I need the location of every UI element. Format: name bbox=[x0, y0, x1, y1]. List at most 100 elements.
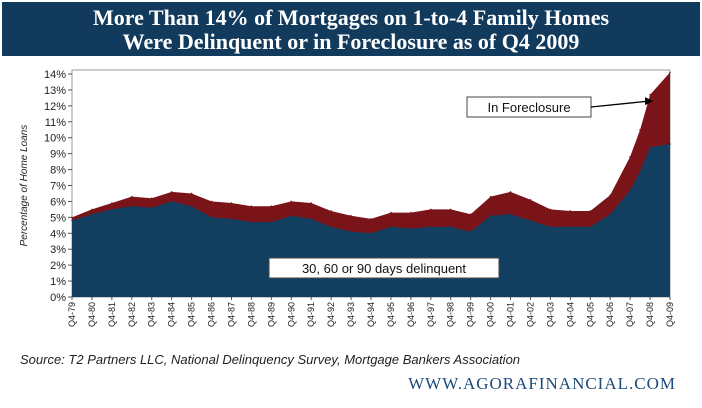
x-tick-label: Q4-94 bbox=[366, 302, 376, 327]
foreclosure-point bbox=[629, 156, 631, 158]
foreclosure-point bbox=[170, 191, 173, 193]
y-tick-label: 12% bbox=[44, 101, 66, 113]
x-tick-label: Q4-84 bbox=[167, 302, 177, 327]
x-tick-label: Q4-96 bbox=[406, 302, 416, 327]
delinquent-point bbox=[330, 226, 332, 228]
y-tick-label: 8% bbox=[50, 165, 66, 177]
x-tick-label: Q4-97 bbox=[426, 302, 436, 327]
x-tick-label: Q4-99 bbox=[466, 302, 476, 327]
y-tick-label: 1% bbox=[50, 276, 66, 288]
delinquent-point bbox=[569, 226, 572, 228]
foreclosure-point bbox=[270, 205, 273, 208]
x-tick-label: Q4-79 bbox=[67, 302, 77, 327]
foreclosure-point bbox=[290, 200, 293, 203]
delinquent-point bbox=[370, 232, 372, 235]
foreclosure-point bbox=[131, 195, 133, 198]
foreclosure-point bbox=[569, 210, 572, 212]
delinquent-point bbox=[549, 226, 552, 228]
foreclosure-point bbox=[111, 202, 113, 204]
x-tick-label: Q4-82 bbox=[127, 302, 137, 327]
x-tick-label: Q4-93 bbox=[346, 302, 356, 327]
chart-title-line-2: Were Delinquent or in Foreclosure as of … bbox=[122, 29, 580, 54]
foreclosure-point bbox=[669, 71, 671, 74]
x-tick-label: Q4-01 bbox=[506, 302, 516, 327]
delinquent-point bbox=[509, 213, 512, 215]
delinquent-point bbox=[150, 207, 153, 209]
foreclosure-point bbox=[509, 191, 512, 193]
foreclosure-point bbox=[390, 211, 392, 214]
foreclosure-point bbox=[609, 194, 611, 196]
y-tick-label: 13% bbox=[44, 85, 66, 97]
y-tick-label: 6% bbox=[50, 196, 66, 208]
x-tick-label: Q4-07 bbox=[625, 302, 635, 327]
delinquent-point bbox=[469, 230, 472, 233]
source-note: Source: T2 Partners LLC, National Delinq… bbox=[20, 352, 521, 367]
foreclosure-label: In Foreclosure bbox=[487, 100, 570, 115]
delinquent-point bbox=[669, 143, 671, 145]
x-tick-label: Q4-03 bbox=[545, 302, 555, 327]
delinquent-point bbox=[230, 218, 233, 220]
delinquent-point bbox=[71, 219, 73, 222]
x-tick-label: Q4-98 bbox=[446, 302, 456, 327]
foreclosure-point bbox=[649, 93, 651, 96]
foreclosure-point bbox=[310, 202, 313, 204]
foreclosure-point bbox=[91, 208, 93, 211]
delinquent-point bbox=[270, 221, 273, 223]
title-banner: More Than 14% of Mortgages on 1-to-4 Fam… bbox=[2, 2, 700, 56]
delinquent-point bbox=[449, 226, 452, 228]
delinquent-point bbox=[131, 205, 133, 208]
x-tick-label: Q4-95 bbox=[386, 302, 396, 327]
foreclosure-arrow-head bbox=[645, 97, 654, 106]
x-tick-label: Q4-91 bbox=[306, 302, 316, 327]
delinquent-point bbox=[589, 226, 592, 228]
x-tick-label: Q4-90 bbox=[286, 302, 296, 327]
delinquent-point bbox=[629, 189, 631, 192]
foreclosure-point bbox=[549, 208, 552, 211]
delinquent-area bbox=[72, 144, 670, 297]
y-tick-label: 10% bbox=[44, 133, 66, 145]
foreclosure-point bbox=[350, 214, 352, 217]
foreclosure-arrow-line bbox=[590, 100, 650, 108]
x-tick-label: Q4-08 bbox=[645, 302, 655, 327]
delinquent-point bbox=[210, 216, 213, 219]
x-tick-label: Q4-85 bbox=[187, 302, 197, 327]
y-tick-label: 3% bbox=[50, 244, 66, 256]
x-tick-label: Q4-87 bbox=[226, 302, 236, 327]
delinquent-point bbox=[609, 213, 611, 215]
delinquent-point bbox=[290, 214, 293, 217]
foreclosure-point bbox=[489, 195, 492, 198]
website-url[interactable]: WWW.AGORAFINANCIAL.COM bbox=[408, 374, 676, 393]
delinquent-point bbox=[639, 170, 641, 172]
delinquent-point bbox=[190, 205, 193, 208]
x-tick-label: Q4-02 bbox=[525, 302, 535, 327]
delinquent-point bbox=[250, 221, 253, 223]
delinquent-label-box bbox=[268, 257, 500, 279]
foreclosure-point bbox=[370, 218, 372, 220]
x-tick-label: Q4-86 bbox=[207, 302, 217, 327]
x-tick-label: Q4-81 bbox=[107, 302, 117, 327]
foreclosure-point bbox=[430, 208, 432, 211]
foreclosure-point bbox=[330, 210, 332, 212]
foreclosure-point bbox=[150, 197, 153, 200]
foreclosure-point bbox=[230, 202, 233, 204]
delinquent-point bbox=[310, 218, 313, 220]
delinquent-point bbox=[91, 213, 93, 215]
y-tick-label: 7% bbox=[50, 181, 66, 193]
x-tick-label: Q4-00 bbox=[486, 302, 496, 327]
x-tick-label: Q4-92 bbox=[326, 302, 336, 327]
delinquent-point bbox=[111, 208, 113, 211]
foreclosure-point bbox=[410, 211, 412, 214]
delinquent-point bbox=[489, 214, 492, 217]
chart-title-line-1: More Than 14% of Mortgages on 1-to-4 Fam… bbox=[92, 5, 610, 30]
x-tick-label: Q4-05 bbox=[585, 302, 595, 327]
delinquent-point bbox=[410, 227, 412, 230]
delinquent-point bbox=[649, 146, 651, 149]
x-tick-label: Q4-83 bbox=[147, 302, 157, 327]
foreclosure-point bbox=[529, 199, 532, 201]
foreclosure-point bbox=[639, 128, 641, 131]
y-tick-label: 5% bbox=[50, 212, 66, 224]
delinquent-point bbox=[430, 226, 432, 228]
foreclosure-point bbox=[71, 216, 73, 219]
delinquent-point bbox=[529, 219, 532, 222]
